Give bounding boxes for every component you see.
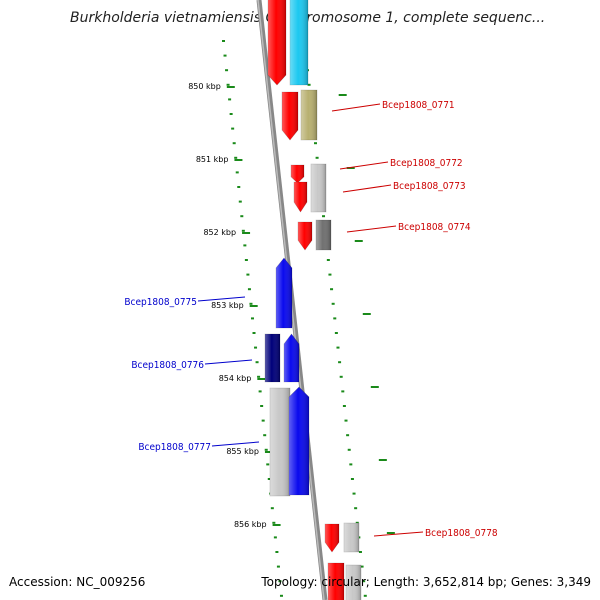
- summary-text: Topology: circular; Length: 3,652,814 bp…: [261, 575, 591, 589]
- gene-arrow-0771[interactable]: [281, 91, 299, 141]
- major-tick-right: [346, 167, 355, 169]
- gene-arrow-cyan[interactable]: [289, 0, 309, 86]
- major-tick-right: [338, 94, 347, 96]
- gene-arrow-red-bottom[interactable]: [327, 562, 345, 600]
- tick-label: 853 kbp: [211, 301, 244, 310]
- tick-label: 851 kbp: [196, 155, 229, 164]
- gene-arrow-0775[interactable]: [275, 257, 293, 329]
- major-tick-left: [242, 232, 251, 234]
- callout-line: [342, 184, 392, 193]
- gene-label-bcep1808_0773[interactable]: Bcep1808_0773: [393, 181, 466, 192]
- gene-callouts: Bcep1808_0771 Bcep1808_0772 Bcep1808_0773 B…: [124, 100, 498, 539]
- tick-label: 850 kbp: [188, 82, 221, 91]
- gene-arrow-0778[interactable]: [324, 523, 340, 553]
- major-tick-right: [386, 532, 395, 534]
- major-tick-right: [378, 459, 387, 461]
- gene-arrow-0773[interactable]: [293, 181, 308, 213]
- accession-text: Accession: NC_009256: [9, 575, 146, 589]
- major-tick-right: [370, 386, 379, 388]
- callout-line: [211, 441, 260, 447]
- gene-arrow-red[interactable]: [267, 0, 287, 86]
- gene-block-gray[interactable]: [310, 163, 327, 213]
- gene-block-gray-small[interactable]: [343, 522, 360, 553]
- major-tick-left: [264, 451, 273, 453]
- gene-label-bcep1808_0776[interactable]: Bcep1808_0776: [131, 360, 204, 371]
- major-tick-left: [272, 524, 281, 526]
- callout-line: [204, 359, 253, 365]
- gene-label-bcep1808_0778[interactable]: Bcep1808_0778: [425, 528, 498, 539]
- major-tick-left: [226, 86, 235, 88]
- gene-label-bcep1808_0777[interactable]: Bcep1808_0777: [138, 442, 211, 453]
- callout-line: [197, 296, 246, 302]
- major-tick-right: [362, 313, 371, 315]
- tick-label: 854 kbp: [219, 374, 252, 383]
- gene-arrow-0772[interactable]: [290, 164, 305, 184]
- major-tick-left: [257, 378, 266, 380]
- tick-labels: 850 kbp 851 kbp 852 kbp 853 kbp 854 kbp 855 k…: [188, 82, 266, 529]
- gene-block-darkgray[interactable]: [315, 219, 332, 251]
- gene-arrow-0774[interactable]: [297, 221, 313, 251]
- gene-block-gray-bottom[interactable]: [345, 564, 362, 600]
- gene-block-gray-large[interactable]: [269, 387, 291, 497]
- gene-label-bcep1808_0771[interactable]: Bcep1808_0771: [382, 100, 455, 111]
- gene-features[interactable]: [264, 0, 362, 600]
- major-tick-left: [234, 159, 243, 161]
- callout-line: [346, 225, 397, 233]
- callout-line: [373, 531, 424, 537]
- major-tick-left: [249, 305, 258, 307]
- callout-line: [339, 161, 389, 170]
- major-tick-right: [354, 240, 363, 242]
- gene-arrow-0776[interactable]: [283, 333, 300, 383]
- gene-arrow-0777[interactable]: [288, 386, 310, 496]
- tick-label: 852 kbp: [203, 228, 236, 237]
- gene-label-bcep1808_0772[interactable]: Bcep1808_0772: [390, 158, 463, 169]
- gene-label-bcep1808_0774[interactable]: Bcep1808_0774: [398, 222, 471, 233]
- tick-label: 856 kbp: [234, 520, 267, 529]
- gene-label-bcep1808_0775[interactable]: Bcep1808_0775: [124, 297, 197, 308]
- gene-block-navy[interactable]: [264, 333, 281, 383]
- gene-block-olive[interactable]: [300, 89, 318, 141]
- tick-label: 855 kbp: [226, 447, 259, 456]
- callout-line: [331, 103, 381, 112]
- left-tick-track: [222, 40, 283, 597]
